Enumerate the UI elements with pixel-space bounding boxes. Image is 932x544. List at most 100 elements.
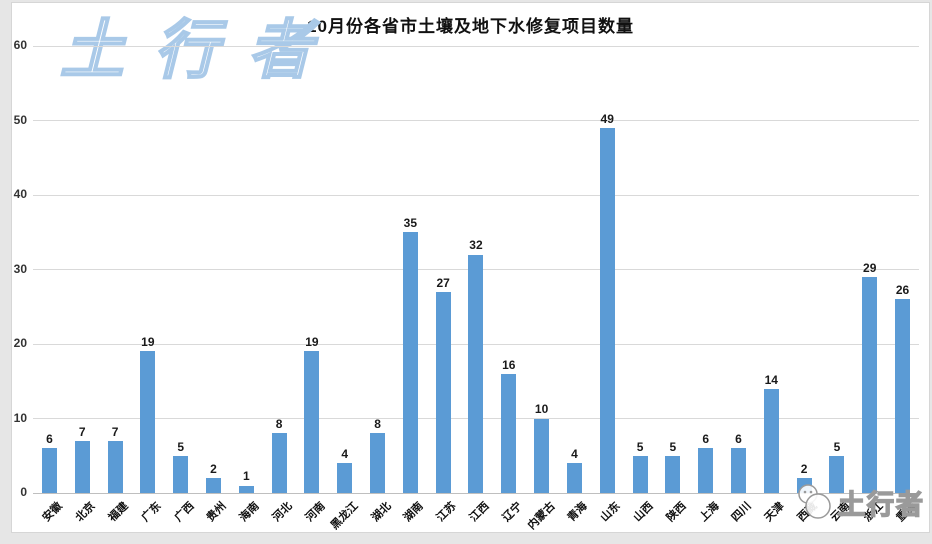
x-tick-label: 安徽 xyxy=(40,500,66,525)
bar-value-label: 7 xyxy=(111,424,119,439)
x-tick-label: 青海 xyxy=(565,500,591,525)
bar-value-label: 2 xyxy=(800,461,808,476)
bar-column-2: 7 xyxy=(99,46,132,493)
bar-column-5: 2 xyxy=(197,46,230,493)
x-tick-cell-17: 山东 xyxy=(591,493,624,534)
bar xyxy=(402,232,418,493)
y-tick-label-50: 50 xyxy=(13,112,27,127)
x-tick-cell-4: 广西 xyxy=(164,493,197,534)
x-tick-label: 北京 xyxy=(73,500,98,525)
bar xyxy=(238,485,254,493)
x-tick-cell-15: 内蒙古 xyxy=(525,493,558,534)
chart-area: 10月份各省市土壤及地下水修复项目数量 土行者 0 10 20 30 40 50 60 6 7 7… xyxy=(11,2,930,533)
x-tick-label: 山东 xyxy=(598,500,623,525)
bar xyxy=(271,433,287,493)
x-tick-cell-16: 青海 xyxy=(558,493,591,534)
bar-value-label: 19 xyxy=(141,335,155,350)
bar-column-19: 5 xyxy=(656,46,689,493)
bar xyxy=(862,276,878,493)
bar-column-12: 27 xyxy=(427,46,460,493)
x-tick-label: 重庆 xyxy=(894,500,919,525)
bar-value-label: 2 xyxy=(210,461,217,476)
x-tick-label: 广东 xyxy=(139,500,164,525)
bar-value-label: 27 xyxy=(436,275,450,290)
x-tick-label: 云南 xyxy=(828,500,853,525)
y-tick-label-40: 40 xyxy=(13,187,27,201)
bar-column-1: 7 xyxy=(66,46,99,493)
bar xyxy=(599,127,615,493)
bar-column-16: 4 xyxy=(558,46,591,493)
bar xyxy=(730,448,746,493)
bar xyxy=(468,254,484,493)
bar-column-24: 5 xyxy=(821,46,854,493)
gridline-y-60 xyxy=(33,45,919,47)
gridline-y-40 xyxy=(33,194,919,196)
x-tick-label: 陕西 xyxy=(664,500,689,525)
x-tick-label: 黑龙江 xyxy=(328,500,361,532)
y-tick-label-10: 10 xyxy=(13,410,27,425)
bar-column-10: 8 xyxy=(361,46,394,493)
bar xyxy=(796,478,812,493)
bar xyxy=(107,440,123,493)
bar-column-23: 2 xyxy=(788,46,821,493)
bar-value-label: 5 xyxy=(833,439,841,454)
y-tick-label-30: 30 xyxy=(13,261,27,276)
x-tick-cell-25: 浙江 xyxy=(853,493,886,534)
x-tick-label: 海南 xyxy=(237,500,262,525)
x-tick-cell-18: 山西 xyxy=(624,493,657,534)
bar-value-label: 5 xyxy=(636,439,644,454)
bar-value-label: 4 xyxy=(341,447,349,462)
bar-value-label: 6 xyxy=(46,432,53,447)
y-tick-label-20: 20 xyxy=(13,336,27,350)
bar-column-3: 19 xyxy=(131,46,164,493)
bar-columns: 6 7 7 19 5 2 1 8 19 4 8 35 27 32 16 10 4 49 5 5 6 6 14 2 5 29 26 xyxy=(33,46,919,493)
bar-value-label: 14 xyxy=(764,372,778,387)
plot-area: 0 10 20 30 40 50 60 6 7 7 19 5 2 1 8 19 4 8 35 27 32 16 10 4 49 5… xyxy=(14,38,919,499)
bar-value-label: 1 xyxy=(242,469,250,484)
bar-column-4: 5 xyxy=(164,46,197,493)
x-tick-cell-9: 黑龙江 xyxy=(328,493,361,534)
bar-value-label: 35 xyxy=(403,216,418,231)
x-tick-label: 江苏 xyxy=(434,500,459,525)
x-tick-cell-6: 海南 xyxy=(230,493,263,534)
bar-column-26: 26 xyxy=(886,46,919,493)
bar-value-label: 5 xyxy=(669,439,677,454)
bar-column-7: 8 xyxy=(263,46,296,493)
bar-column-15: 10 xyxy=(525,46,558,493)
bar-value-label: 7 xyxy=(78,424,86,439)
y-tick-label-60: 60 xyxy=(13,38,27,52)
x-tick-label: 山西 xyxy=(631,500,656,525)
bar xyxy=(435,291,451,493)
x-tick-label: 西藏 xyxy=(795,500,820,525)
bar xyxy=(534,418,550,493)
bar xyxy=(895,299,911,493)
bar-column-25: 29 xyxy=(853,46,886,493)
bar-value-label: 19 xyxy=(305,335,319,350)
x-tick-cell-21: 四川 xyxy=(722,493,755,534)
bar xyxy=(698,448,714,493)
bar-column-9: 4 xyxy=(328,46,361,493)
bar-value-label: 4 xyxy=(571,447,578,462)
x-tick-cell-3: 广东 xyxy=(131,493,164,534)
bar-column-13: 32 xyxy=(460,46,493,493)
x-axis-labels: 安徽 北京 福建 广东 广西 贵州 海南 河北 河南 黑龙江 湖北 湖南 江苏 江西 辽宁 内蒙古 青海 山东 山西… xyxy=(33,493,919,534)
x-tick-label: 四川 xyxy=(730,500,755,525)
bar-column-6: 1 xyxy=(230,46,263,493)
bar xyxy=(140,351,156,493)
x-tick-cell-22: 天津 xyxy=(755,493,788,534)
x-tick-cell-0: 安徽 xyxy=(33,493,66,534)
bar-value-label: 29 xyxy=(863,260,877,275)
bar xyxy=(665,455,681,493)
bar xyxy=(501,373,517,493)
bar xyxy=(205,478,221,493)
gridline-y-0 xyxy=(33,492,919,494)
bar xyxy=(829,455,845,493)
bar-value-label: 6 xyxy=(702,432,709,447)
bar-column-17: 49 xyxy=(591,46,624,493)
gridline-y-50 xyxy=(33,120,919,121)
x-tick-label: 福建 xyxy=(106,500,131,525)
x-tick-label: 内蒙古 xyxy=(525,500,558,532)
x-tick-cell-8: 河南 xyxy=(296,493,329,534)
bar-value-label: 10 xyxy=(534,402,549,417)
